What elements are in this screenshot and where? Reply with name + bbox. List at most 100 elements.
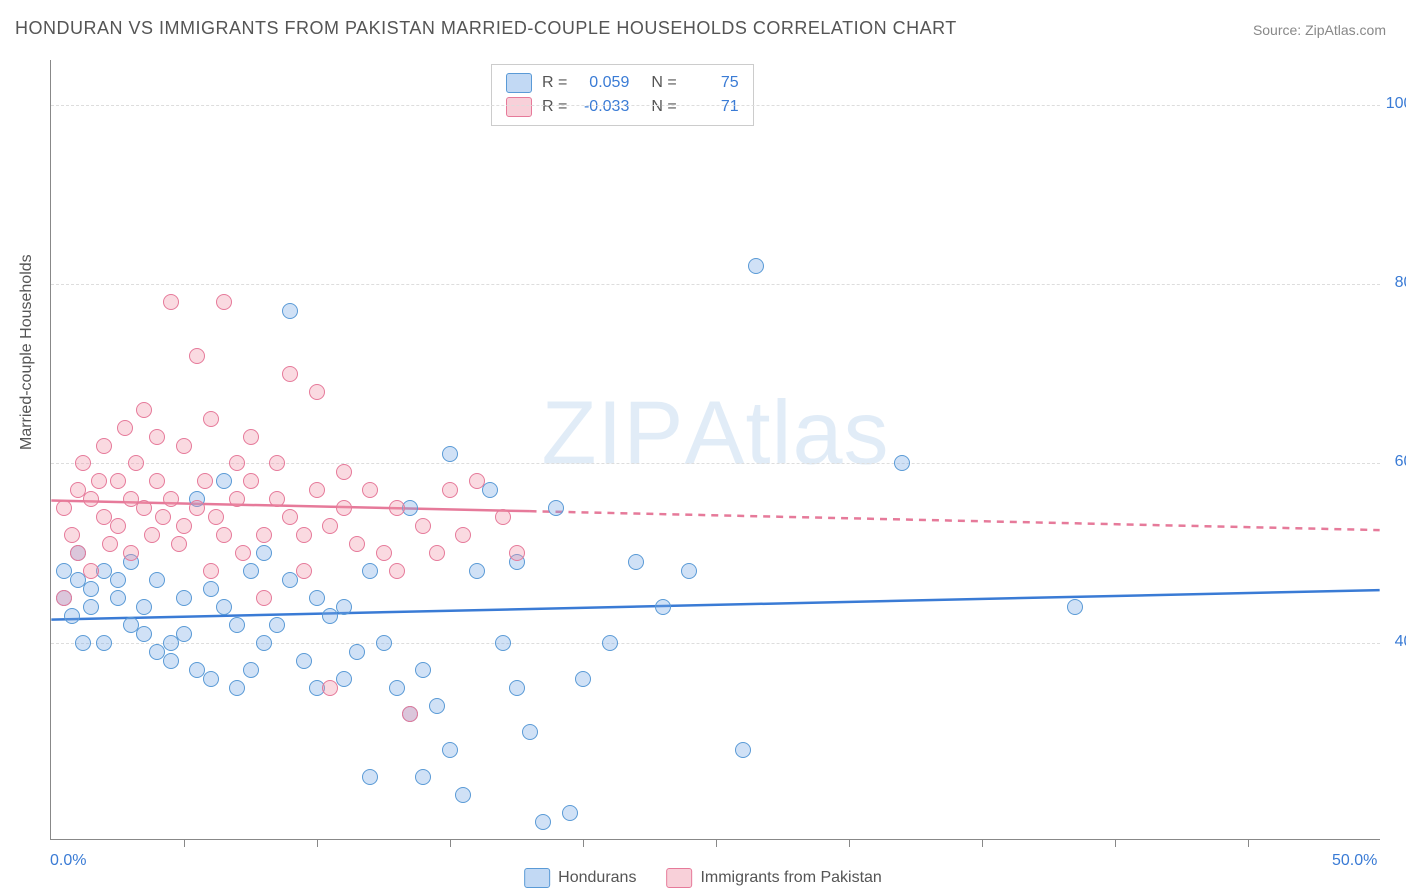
data-point — [243, 563, 259, 579]
data-point — [110, 473, 126, 489]
data-point — [415, 662, 431, 678]
data-point — [336, 500, 352, 516]
x-tick — [1115, 839, 1116, 847]
data-point — [216, 294, 232, 310]
data-point — [189, 500, 205, 516]
n-label: N = — [651, 74, 676, 92]
data-point — [735, 742, 751, 758]
data-point — [243, 473, 259, 489]
gridline — [51, 463, 1380, 464]
data-point — [336, 464, 352, 480]
y-axis-title: Married-couple Households — [18, 254, 36, 450]
r-label: R = — [542, 74, 567, 92]
data-point — [208, 509, 224, 525]
x-tick — [317, 839, 318, 847]
data-point — [163, 491, 179, 507]
data-point — [282, 366, 298, 382]
gridline — [51, 284, 1380, 285]
data-point — [495, 635, 511, 651]
data-point — [144, 527, 160, 543]
data-point — [96, 635, 112, 651]
legend-swatch — [524, 868, 550, 888]
data-point — [110, 590, 126, 606]
x-tick — [982, 839, 983, 847]
data-point — [509, 680, 525, 696]
data-point — [469, 563, 485, 579]
data-point — [362, 482, 378, 498]
data-point — [56, 590, 72, 606]
data-point — [203, 671, 219, 687]
data-point — [83, 599, 99, 615]
data-point — [110, 572, 126, 588]
x-tick — [583, 839, 584, 847]
data-point — [149, 429, 165, 445]
data-point — [203, 563, 219, 579]
data-point — [628, 554, 644, 570]
data-point — [442, 482, 458, 498]
data-point — [495, 509, 511, 525]
data-point — [309, 482, 325, 498]
data-point — [482, 482, 498, 498]
r-value: 0.059 — [577, 74, 629, 92]
watermark-thin: Atlas — [684, 383, 889, 483]
data-point — [548, 500, 564, 516]
data-point — [469, 473, 485, 489]
data-point — [235, 545, 251, 561]
data-point — [362, 769, 378, 785]
data-point — [171, 536, 187, 552]
data-point — [197, 473, 213, 489]
x-tick — [716, 839, 717, 847]
data-point — [117, 420, 133, 436]
data-point — [75, 635, 91, 651]
data-point — [362, 563, 378, 579]
data-point — [402, 706, 418, 722]
data-point — [296, 563, 312, 579]
data-point — [56, 500, 72, 516]
data-point — [429, 545, 445, 561]
data-point — [229, 680, 245, 696]
data-point — [176, 626, 192, 642]
y-tick-label: 80.0% — [1395, 274, 1406, 292]
data-point — [522, 724, 538, 740]
data-point — [455, 787, 471, 803]
data-point — [243, 429, 259, 445]
data-point — [349, 644, 365, 660]
n-value: 75 — [687, 74, 739, 92]
data-point — [176, 518, 192, 534]
data-point — [136, 626, 152, 642]
data-point — [203, 411, 219, 427]
legend-row: R = 0.059 N = 75 — [506, 71, 739, 95]
data-point — [102, 536, 118, 552]
legend-label: Hondurans — [558, 869, 636, 887]
data-point — [216, 473, 232, 489]
data-point — [149, 572, 165, 588]
data-point — [376, 635, 392, 651]
data-point — [229, 491, 245, 507]
data-point — [748, 258, 764, 274]
data-point — [296, 653, 312, 669]
n-label: N = — [651, 98, 676, 116]
data-point — [243, 662, 259, 678]
data-point — [256, 527, 272, 543]
data-point — [602, 635, 618, 651]
gridline — [51, 105, 1380, 106]
data-point — [269, 617, 285, 633]
data-point — [229, 455, 245, 471]
watermark-bold: ZIP — [541, 383, 684, 483]
data-point — [389, 500, 405, 516]
legend-row: R =-0.033N =71 — [506, 95, 739, 119]
data-point — [149, 473, 165, 489]
data-point — [96, 438, 112, 454]
data-point — [322, 518, 338, 534]
data-point — [575, 671, 591, 687]
data-point — [269, 491, 285, 507]
data-point — [64, 608, 80, 624]
data-point — [562, 805, 578, 821]
chart-title: HONDURAN VS IMMIGRANTS FROM PAKISTAN MAR… — [15, 18, 957, 39]
data-point — [136, 402, 152, 418]
data-point — [535, 814, 551, 830]
data-point — [123, 545, 139, 561]
data-point — [336, 599, 352, 615]
data-point — [296, 527, 312, 543]
data-point — [415, 518, 431, 534]
